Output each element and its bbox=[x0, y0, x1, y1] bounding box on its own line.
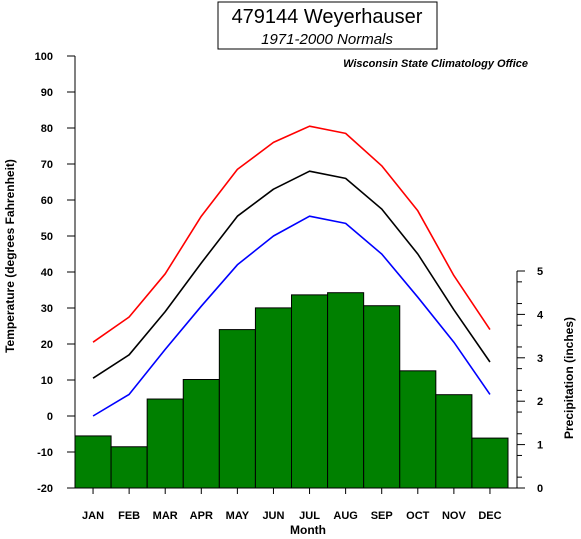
y-tick-label: 20 bbox=[41, 339, 53, 351]
x-tick-label-mar: MAR bbox=[153, 510, 178, 522]
y2-axis-label: Precipitation (inches) bbox=[562, 317, 576, 439]
y-tick-label: 10 bbox=[41, 375, 53, 387]
y-tick-label: 80 bbox=[41, 123, 53, 135]
x-tick-label-sep: SEP bbox=[371, 510, 393, 522]
temperature-lines bbox=[92, 125, 491, 417]
y-tick-label: 50 bbox=[41, 231, 53, 243]
title-box bbox=[217, 1, 438, 50]
y-tick-label: 0 bbox=[47, 411, 53, 423]
y-axis-label: Temperature (degrees Fahrenheit) bbox=[3, 159, 17, 353]
precip-bar-may bbox=[218, 329, 256, 489]
y-tick-label: 40 bbox=[41, 267, 53, 279]
precipitation-bars bbox=[74, 292, 509, 489]
y2-tick-label: 5 bbox=[537, 266, 543, 278]
x-tick-label-dec: DEC bbox=[478, 510, 501, 522]
precip-bar-jan bbox=[74, 435, 112, 489]
x-tick-label-oct: OCT bbox=[406, 510, 430, 522]
x-tick-label-jun: JUN bbox=[262, 510, 284, 522]
y2-tick-label: 1 bbox=[537, 440, 543, 452]
x-tick-label-nov: NOV bbox=[442, 510, 467, 522]
y-tick-label: 100 bbox=[35, 51, 53, 63]
y-tick-label: 90 bbox=[41, 87, 53, 99]
axes: -20 -10 0 10 20 30 40 50 60 70 80 90 100 0 1 2 3 4 5 JAN FEB… bbox=[35, 51, 544, 522]
y2-tick-label: 4 bbox=[537, 309, 544, 321]
precip-bar-nov bbox=[435, 394, 473, 489]
x-tick-label-jan: JAN bbox=[82, 510, 104, 522]
x-tick-label-feb: FEB bbox=[118, 510, 140, 522]
x-tick-label-may: MAY bbox=[226, 510, 250, 522]
y2-tick-label: 0 bbox=[537, 483, 543, 495]
x-tick-label-apr: APR bbox=[190, 510, 213, 522]
office-credit: Wisconsin State Climatology Office bbox=[343, 58, 528, 70]
chart-title: 479144 Weyerhauser bbox=[232, 6, 423, 28]
y-tick-label: -10 bbox=[37, 447, 53, 459]
x-tick-label-aug: AUG bbox=[333, 510, 357, 522]
max-temp-line bbox=[92, 125, 491, 343]
y-tick-label: -20 bbox=[37, 483, 53, 495]
precip-bar-aug bbox=[327, 292, 365, 489]
precip-bar-feb bbox=[110, 446, 148, 489]
y2-tick-label: 3 bbox=[537, 353, 543, 365]
precip-bar-mar bbox=[146, 398, 184, 489]
precip-bar-oct bbox=[399, 370, 437, 489]
precip-bar-jun bbox=[254, 307, 292, 489]
precip-bar-sep bbox=[363, 305, 401, 489]
x-tick-label-jul: JUL bbox=[299, 510, 320, 522]
min-temp-line bbox=[92, 215, 491, 417]
mean-temp-line bbox=[92, 170, 491, 379]
precip-bar-jul bbox=[291, 294, 329, 489]
precip-bar-dec bbox=[471, 437, 509, 489]
y2-tick-label: 2 bbox=[537, 396, 543, 408]
x-axis-label: Month bbox=[290, 523, 326, 537]
y-tick-label: 60 bbox=[41, 195, 53, 207]
chart-subtitle: 1971-2000 Normals bbox=[261, 31, 393, 48]
y-tick-label: 30 bbox=[41, 303, 53, 315]
y-tick-label: 70 bbox=[41, 159, 53, 171]
precip-bar-apr bbox=[182, 379, 220, 489]
